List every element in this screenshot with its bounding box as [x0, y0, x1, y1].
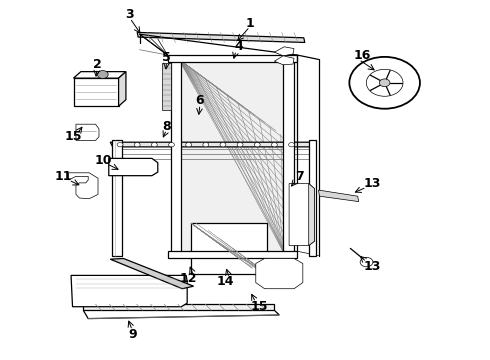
- Circle shape: [169, 143, 174, 147]
- Polygon shape: [83, 310, 279, 319]
- Text: 1: 1: [245, 17, 254, 30]
- Text: 2: 2: [93, 58, 101, 71]
- Text: 3: 3: [125, 8, 134, 21]
- Text: 15: 15: [65, 130, 82, 143]
- Circle shape: [151, 143, 157, 147]
- Text: 13: 13: [364, 177, 381, 190]
- Polygon shape: [83, 304, 274, 310]
- Text: 16: 16: [354, 49, 371, 62]
- Circle shape: [367, 69, 403, 96]
- Circle shape: [349, 57, 420, 109]
- Bar: [283, 59, 294, 254]
- Polygon shape: [137, 32, 305, 42]
- Text: 5: 5: [162, 51, 171, 64]
- Polygon shape: [256, 258, 303, 289]
- Polygon shape: [69, 173, 98, 199]
- Bar: [191, 223, 267, 274]
- Bar: [171, 59, 181, 254]
- Text: 7: 7: [295, 170, 304, 183]
- Circle shape: [360, 257, 373, 267]
- Bar: [168, 55, 297, 62]
- Polygon shape: [119, 72, 126, 106]
- Polygon shape: [112, 140, 122, 256]
- Bar: [162, 63, 171, 110]
- Text: 14: 14: [217, 275, 234, 288]
- Circle shape: [186, 143, 192, 147]
- Polygon shape: [76, 124, 99, 140]
- Text: 11: 11: [55, 170, 73, 183]
- Text: 6: 6: [196, 94, 204, 107]
- Circle shape: [379, 79, 390, 87]
- Circle shape: [237, 143, 243, 147]
- Text: 15: 15: [251, 300, 269, 313]
- Text: 8: 8: [162, 120, 171, 132]
- Bar: [179, 59, 284, 254]
- Polygon shape: [71, 275, 187, 307]
- Bar: [168, 251, 297, 258]
- Text: 10: 10: [94, 154, 112, 167]
- Text: 9: 9: [128, 328, 137, 341]
- Polygon shape: [274, 56, 294, 65]
- Circle shape: [203, 143, 209, 147]
- Circle shape: [134, 143, 140, 147]
- Circle shape: [220, 143, 226, 147]
- Circle shape: [289, 143, 294, 147]
- Polygon shape: [309, 184, 315, 246]
- Circle shape: [254, 143, 260, 147]
- Circle shape: [117, 143, 123, 147]
- Polygon shape: [109, 158, 158, 176]
- Polygon shape: [274, 47, 294, 56]
- Polygon shape: [74, 72, 126, 78]
- Polygon shape: [289, 184, 315, 246]
- Text: 12: 12: [180, 273, 197, 285]
- Text: 4: 4: [235, 40, 244, 53]
- Text: 13: 13: [364, 260, 381, 273]
- Circle shape: [98, 71, 108, 78]
- Bar: [74, 78, 119, 106]
- Polygon shape: [110, 258, 194, 289]
- Polygon shape: [318, 190, 359, 202]
- Circle shape: [271, 143, 277, 147]
- Polygon shape: [309, 140, 316, 256]
- Polygon shape: [110, 142, 316, 147]
- Polygon shape: [109, 166, 154, 170]
